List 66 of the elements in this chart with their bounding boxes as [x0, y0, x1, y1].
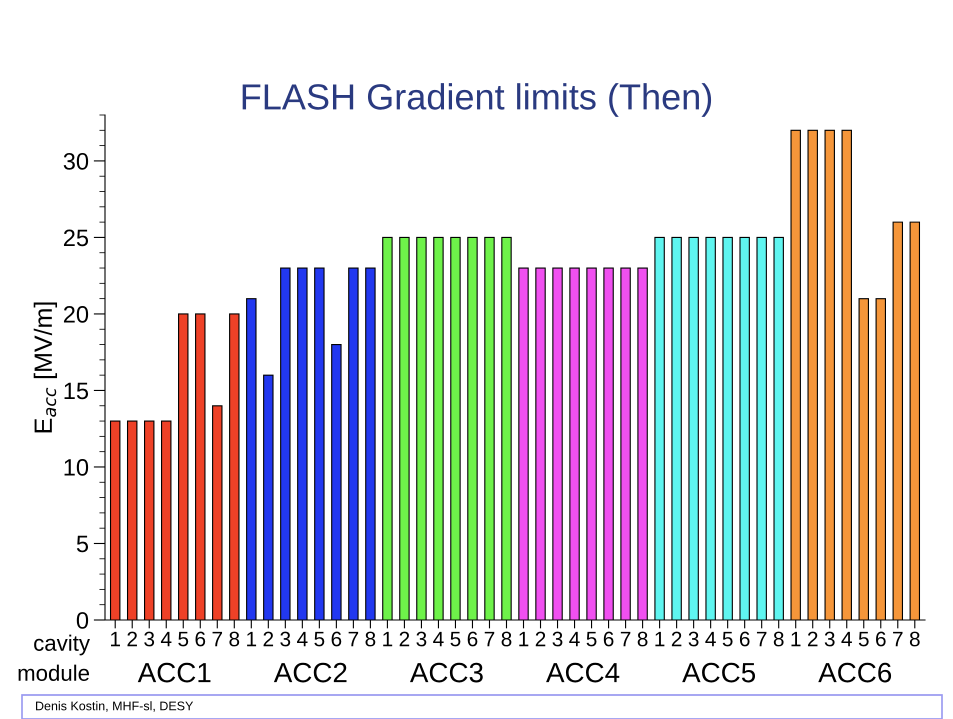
x-tick-label: 5: [858, 632, 869, 646]
x-tick-label: 1: [655, 632, 664, 646]
x-tick-label: 2: [536, 632, 546, 646]
x-tick-label: 1: [792, 632, 800, 646]
x-tick-label: 3: [552, 632, 562, 646]
x-tick-label: 7: [620, 632, 630, 646]
text: ACC4: [546, 662, 620, 682]
text: ACC5: [682, 662, 756, 682]
x-tick-label: 5: [314, 632, 324, 646]
x-tick-label: 4: [433, 632, 444, 646]
x-tick-label: 8: [638, 632, 648, 646]
text: Denis Kostin, MHF-sl, DESY: [36, 701, 194, 712]
x-tick-label: 8: [229, 632, 240, 646]
x-tick-label: 2: [264, 632, 274, 646]
y-tick-label: 5: [76, 536, 88, 552]
x-tick-label: 8: [910, 632, 920, 646]
x-tick-label: 7: [348, 632, 358, 646]
chart-title: FLASH Gradient limits (Then): [242, 83, 712, 117]
x-tick-label: 8: [366, 632, 376, 646]
x-tick-label: 3: [688, 632, 699, 646]
y-tick-label: 30: [64, 152, 88, 170]
x-tick-label: 4: [705, 632, 716, 646]
x-tick-label: 6: [196, 632, 206, 646]
x-tick-label: 3: [416, 632, 426, 646]
x-tick-label: 1: [247, 632, 256, 646]
x-tick-label: 5: [450, 632, 460, 646]
y-tick-label: 15: [64, 382, 88, 400]
text: ACC3: [410, 662, 483, 682]
x-tick-label: 7: [212, 632, 222, 646]
text: ACC2: [274, 662, 347, 682]
x-tick-label: 8: [774, 632, 784, 646]
x-tick-label: 7: [484, 632, 494, 646]
x-tick-label: 2: [672, 632, 682, 646]
x-tick-label: 6: [876, 632, 886, 646]
x-tick-label: 5: [178, 632, 188, 646]
x-tick-label: 2: [808, 632, 818, 646]
x-tick-label: 7: [893, 632, 903, 646]
x-tick-label: 1: [383, 632, 392, 646]
x-tick-label: 7: [756, 632, 766, 646]
text: ACC1: [138, 662, 210, 682]
y-axis-title: E$_{acc}$ [MV/m]: [34, 302, 58, 432]
x-tick-label: 4: [297, 632, 308, 646]
x-tick-label: 4: [569, 632, 580, 646]
y-tick-label: 25: [64, 229, 88, 246]
x-tick-label: 1: [111, 632, 120, 646]
text: ACC6: [818, 662, 892, 682]
x-tick-label: 3: [144, 632, 154, 646]
x-tick-label: 8: [502, 632, 512, 646]
x-tick-label: 3: [280, 632, 290, 646]
y-tick-label: 10: [64, 459, 88, 476]
x-tick-label: 6: [740, 632, 750, 646]
y-tick-label: 0: [76, 612, 88, 629]
y-tick-label: 20: [64, 306, 88, 323]
x-tick-label: 2: [127, 632, 137, 646]
x-tick-label: 4: [160, 632, 172, 646]
x-tick-label: 6: [468, 632, 478, 646]
x-tick-label: 6: [604, 632, 614, 646]
x-tick-label: 5: [722, 632, 733, 646]
x-tick-label: 4: [841, 632, 852, 646]
text: cavity: [34, 634, 90, 656]
text: module: [18, 664, 90, 681]
x-tick-label: 3: [824, 632, 835, 646]
x-tick-label: 6: [332, 632, 342, 646]
x-tick-label: 5: [586, 632, 596, 646]
x-tick-label: 1: [519, 632, 528, 646]
x-tick-label: 2: [400, 632, 410, 646]
